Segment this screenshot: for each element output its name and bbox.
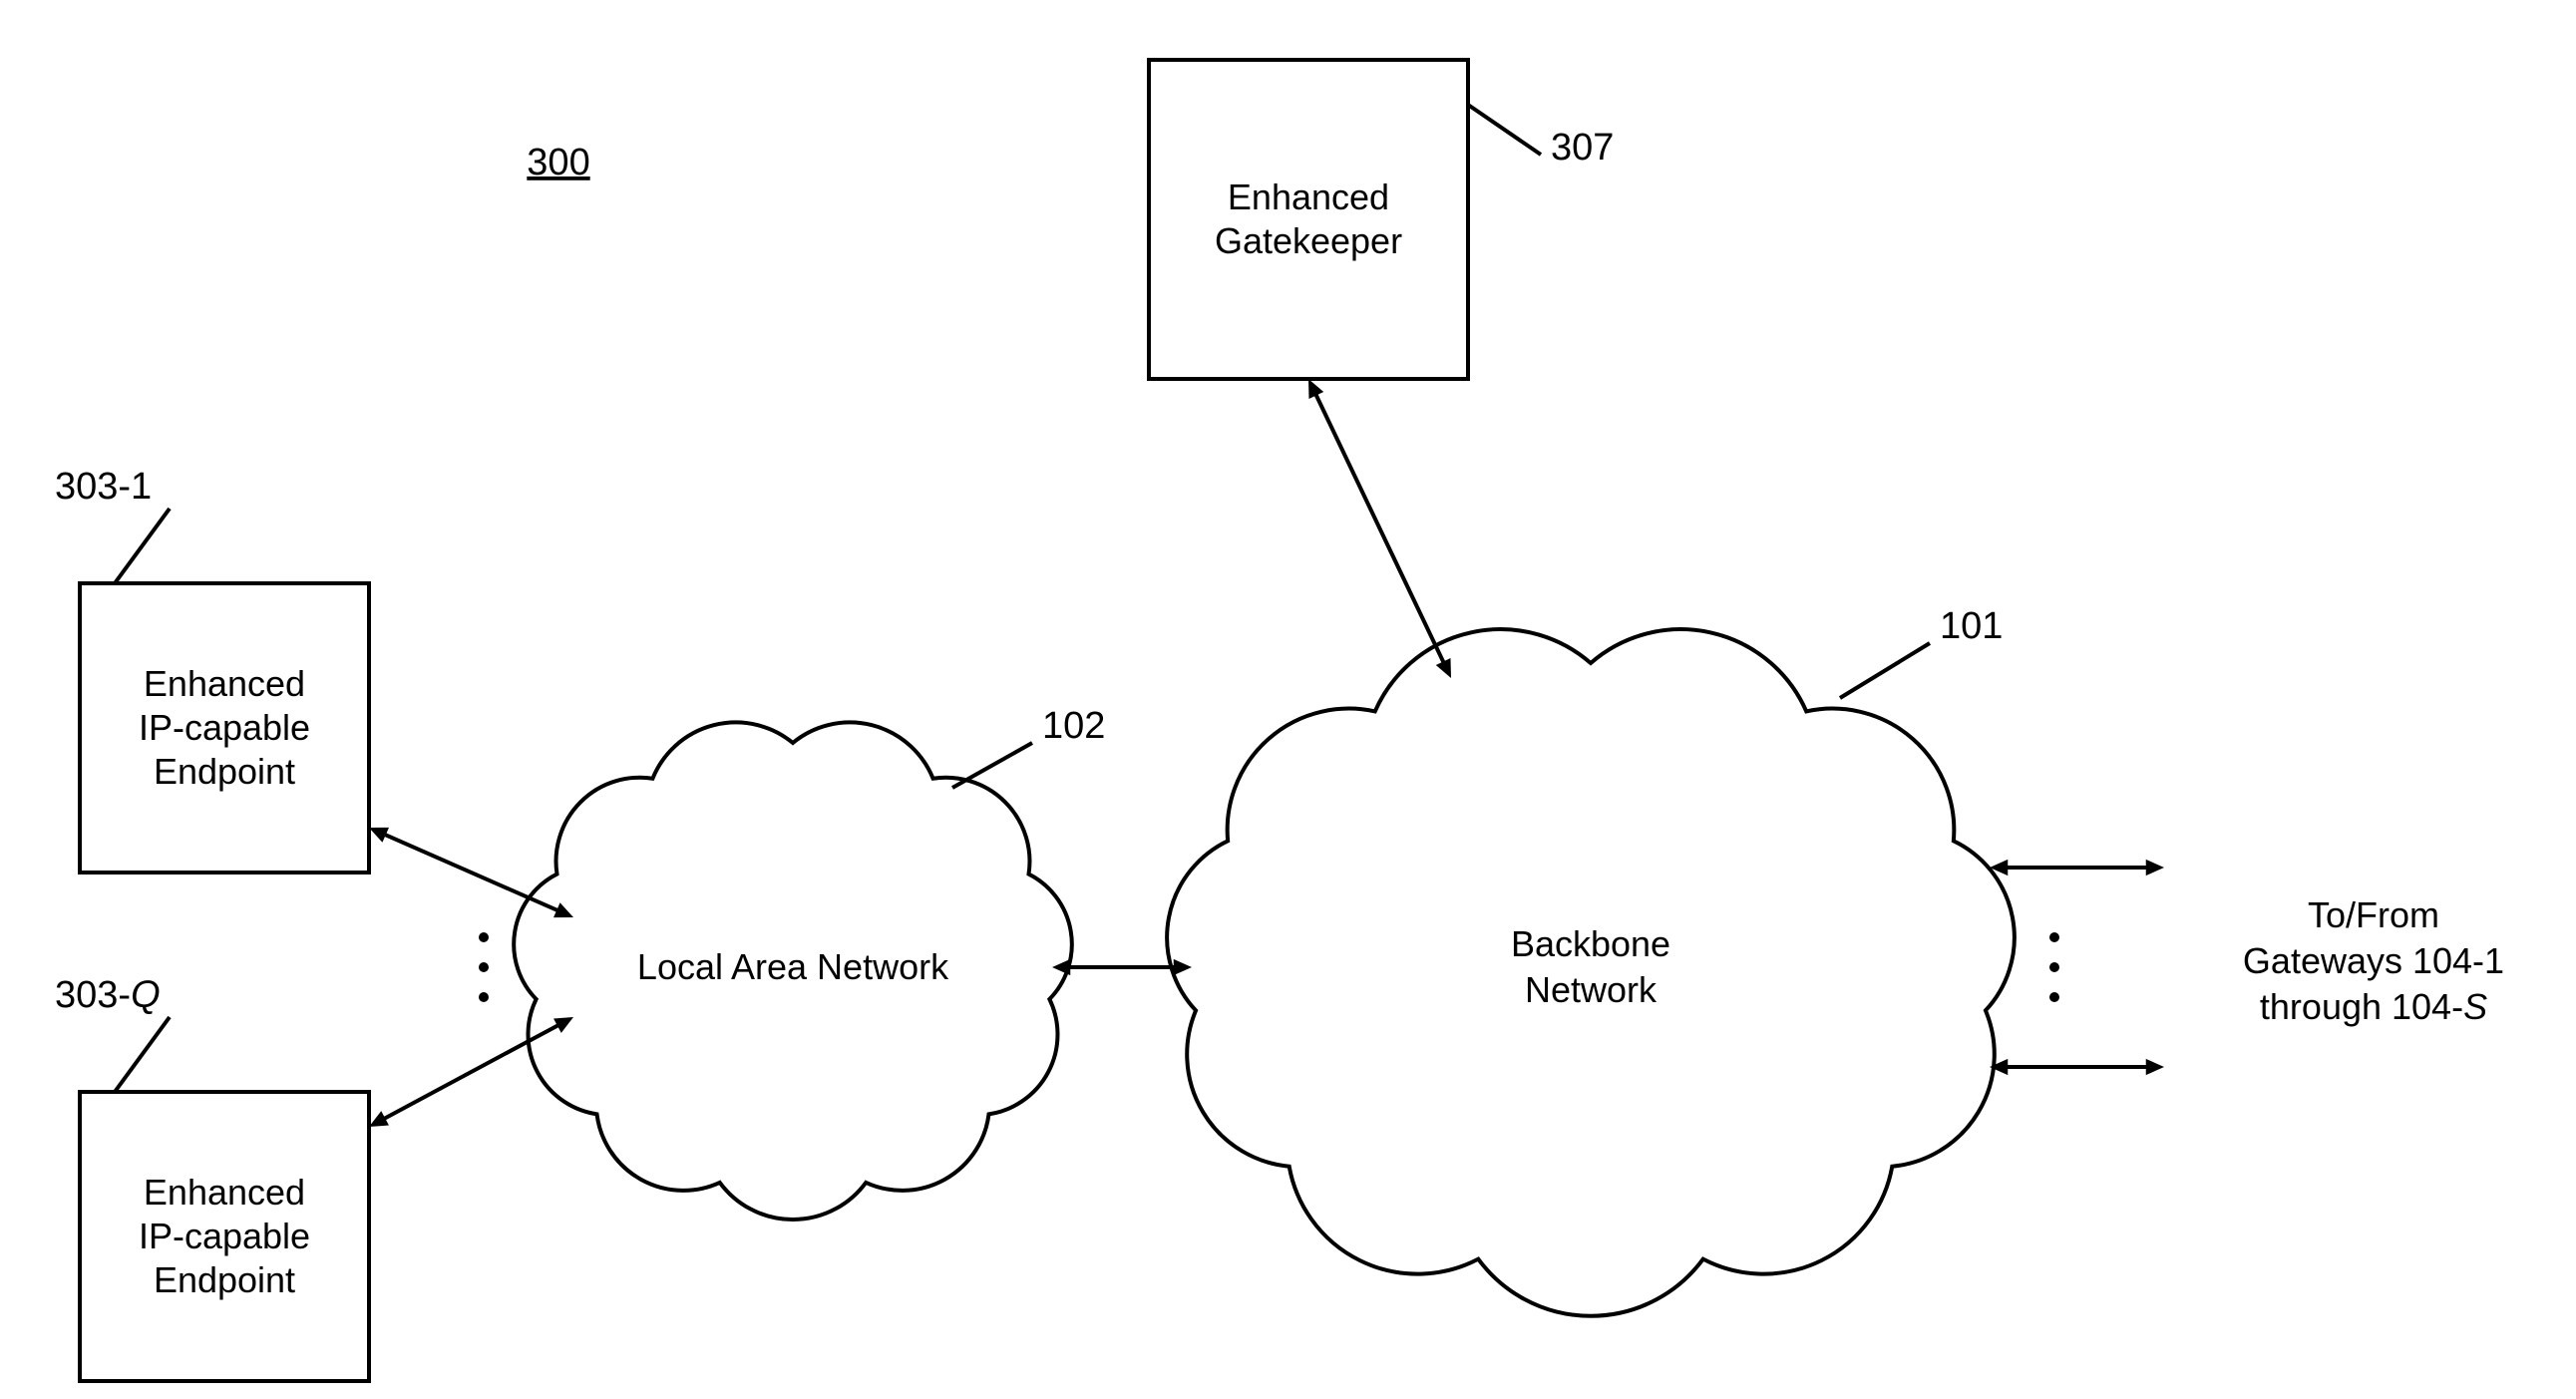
- endpoint1-label-0: Enhanced: [144, 663, 305, 704]
- vdots-1: [2049, 962, 2059, 972]
- backbone-label-0: Backbone: [1511, 923, 1670, 964]
- vdots-1: [2049, 932, 2059, 942]
- vdots-0: [479, 932, 489, 942]
- svg-text:To/From: To/From: [2308, 894, 2439, 935]
- lan-ref: 102: [1042, 705, 1105, 747]
- endpointQ-label-0: Enhanced: [144, 1172, 305, 1213]
- endpoint1-node: EnhancedIP-capableEndpoint 303-1: [55, 466, 369, 873]
- lan-node: Local Area Network 102: [514, 705, 1105, 1220]
- backbone-ref: 101: [1940, 605, 2003, 647]
- backbone-node: Backbone Network 101: [1167, 605, 2015, 1316]
- endpoint1-label-2: Endpoint: [154, 751, 295, 792]
- gatekeeper-label-0: Enhanced: [1228, 176, 1389, 217]
- gateways-label: To/From Gateways 104-1 through 104-S: [2243, 894, 2504, 1027]
- endpointQ-label-2: Endpoint: [154, 1259, 295, 1300]
- endpointQ-node: EnhancedIP-capableEndpoint 303-Q: [55, 974, 369, 1381]
- endpointQ-label-1: IP-capable: [139, 1216, 310, 1256]
- gatekeeper-ref: 307: [1551, 127, 1614, 169]
- endpoint1-ref: 303-1: [55, 466, 152, 508]
- figure-number: 300: [527, 142, 589, 183]
- gatekeeper-label-1: Gatekeeper: [1215, 220, 1402, 261]
- backbone-label-1: Network: [1525, 969, 1657, 1010]
- vdots-1: [2049, 992, 2059, 1002]
- vdots-0: [479, 992, 489, 1002]
- gatekeeper-node: EnhancedGatekeeper 307: [1149, 60, 1614, 379]
- endpointQ-ref: 303-Q: [55, 974, 161, 1016]
- svg-text:through 104-S: through 104-S: [2260, 986, 2487, 1027]
- endpoint1-label-1: IP-capable: [139, 707, 310, 748]
- vdots-0: [479, 962, 489, 972]
- svg-text:Gateways 104-1: Gateways 104-1: [2243, 940, 2504, 981]
- network-diagram: 300EnhancedGatekeeper307EnhancedIP-capab…: [0, 0, 2576, 1399]
- lan-label-0: Local Area Network: [637, 946, 949, 987]
